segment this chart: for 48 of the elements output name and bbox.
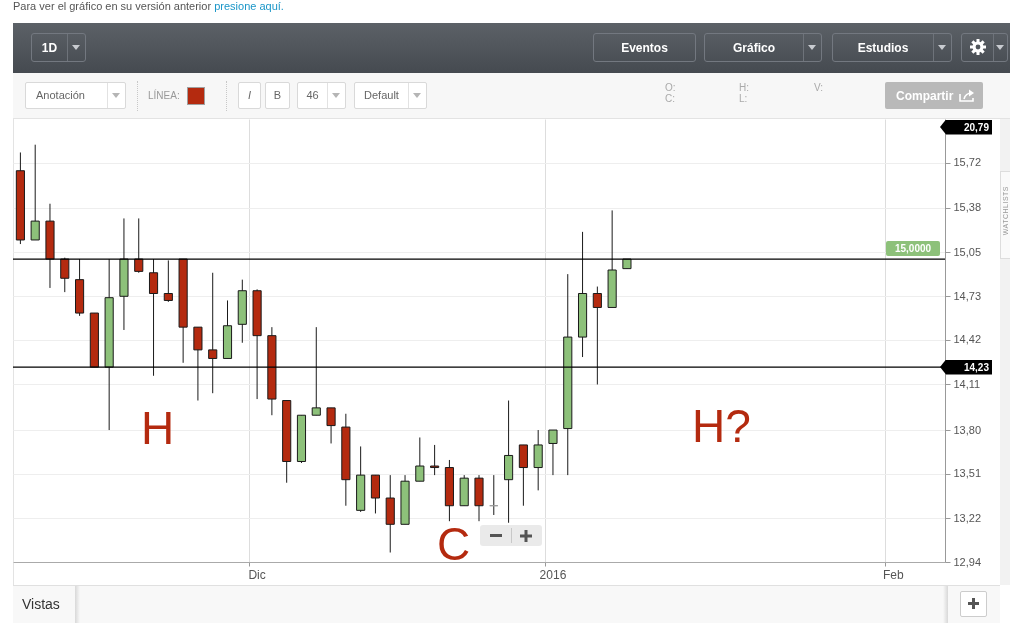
annotation: H?: [692, 400, 751, 452]
text: presione aquí.: [214, 0, 284, 12]
y-tick-label: 13,51: [953, 467, 982, 480]
candlestick: [30, 144, 40, 241]
candlestick: [370, 474, 381, 514]
y-tick-label: 13,80: [953, 423, 982, 436]
y-tick-label: 14,11: [953, 377, 981, 390]
candlestick: [533, 429, 543, 491]
dropdown-button: Anotación: [25, 82, 126, 109]
dropdown-button: Estudios: [832, 33, 952, 62]
text: Para ver el gráfico en su versión anterior: [13, 0, 212, 12]
candlestick: [208, 272, 218, 394]
y-tick-label: 15,38: [953, 201, 982, 214]
candlestick: [60, 257, 70, 293]
y-tick-label: 14,42: [953, 333, 982, 346]
dropdown-button: Default: [354, 82, 427, 109]
ref-line-label: 14,23: [940, 359, 992, 375]
candlestick: [430, 444, 440, 476]
y-tick-label: 13,22: [953, 511, 982, 524]
dropdown-button: Gráfico: [704, 33, 822, 62]
candlestick: [311, 326, 321, 416]
dropdown-button: 1D: [31, 33, 86, 62]
button: I: [238, 82, 261, 109]
candlestick: [326, 407, 336, 444]
button: Eventos: [593, 33, 696, 62]
annotation: H: [141, 402, 175, 454]
text: 20,79: [940, 119, 992, 135]
annotation: C: [437, 518, 471, 570]
toolbar: Anotación LÍNEA: I B 46 Default O: C: H: L: V: Compartir: [13, 73, 1010, 119]
candlestick: [415, 436, 425, 482]
toolbar: Vistas: [13, 585, 1000, 623]
candlestick: [518, 444, 528, 507]
candlestick: [193, 326, 203, 402]
y-tick-label: 12,94: [953, 555, 982, 568]
annotation: 15,0000: [886, 241, 940, 257]
dropdown-button: 46: [297, 82, 346, 109]
candlestick: [548, 429, 558, 476]
y-tick-label: 15,05: [953, 245, 982, 258]
y-tick-label: 15,72: [953, 156, 982, 169]
button: B: [265, 82, 290, 109]
x-tick-label: 2016: [539, 567, 567, 582]
y-tick-label: 14,73: [953, 289, 982, 302]
candlestick: [163, 259, 173, 303]
button: Compartir: [885, 82, 983, 109]
candlestick: [148, 258, 159, 377]
x-tick-label: Feb: [882, 567, 904, 582]
x-tick-label: Dic: [248, 567, 266, 582]
candlestick: [592, 286, 602, 385]
